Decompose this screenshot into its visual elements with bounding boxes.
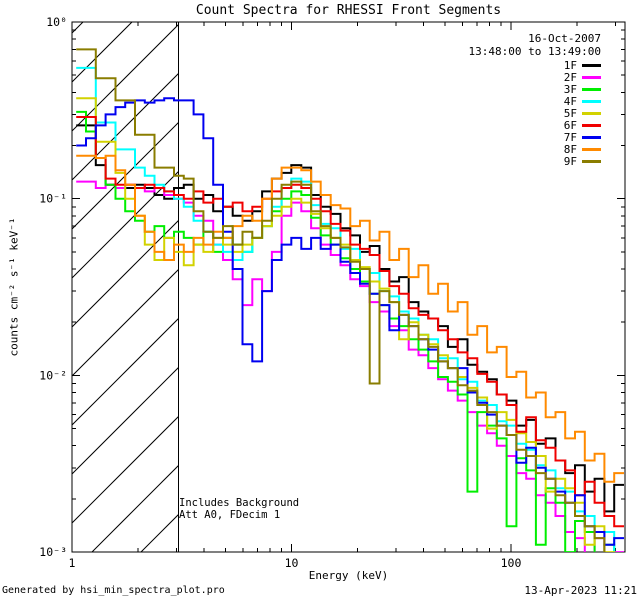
x-axis-label: Energy (keV) bbox=[308, 569, 389, 582]
series-line-5F bbox=[76, 97, 616, 552]
data-series-group bbox=[76, 48, 624, 552]
y-tick-label: 10⁰ bbox=[46, 15, 67, 29]
series-line-4F bbox=[76, 66, 616, 552]
series-line-6F bbox=[76, 116, 624, 528]
legend-color-swatch bbox=[582, 135, 601, 139]
legend-entry-8F: 8F bbox=[563, 142, 601, 156]
tick-labels: 1 10 100 10⁰ 10⁻¹ 10⁻² 10⁻³ bbox=[39, 15, 521, 570]
legend-color-swatch bbox=[582, 147, 601, 151]
legend-color-swatch bbox=[582, 111, 601, 115]
legend-label: 4F bbox=[563, 94, 577, 108]
legend-entry-5F: 5F bbox=[563, 106, 601, 120]
legend-entry-7F: 7F bbox=[563, 130, 601, 144]
series-line-8F bbox=[76, 154, 624, 483]
series-line-7F bbox=[76, 97, 624, 546]
annotation-attenuator-state: Att A0, FDecim 1 bbox=[179, 509, 281, 521]
legend-label: 3F bbox=[563, 82, 577, 96]
series-line-1F bbox=[76, 124, 624, 513]
axis-ticks bbox=[71, 21, 625, 553]
generator-credit: Generated by hsi_min_spectra_plot.pro bbox=[2, 585, 225, 596]
legend-time-range: 13:48:00 to 13:49:00 bbox=[468, 45, 601, 58]
legend-color-swatch bbox=[582, 159, 601, 163]
y-tick-label: 10⁻² bbox=[39, 368, 67, 382]
y-tick-label: 10⁻³ bbox=[39, 545, 67, 559]
legend-color-swatch bbox=[582, 123, 601, 127]
y-axis-label: counts cm⁻² s⁻¹ keV⁻¹ bbox=[7, 217, 21, 357]
plot-frame bbox=[71, 21, 626, 553]
legend-label: 5F bbox=[563, 106, 577, 120]
x-tick-label: 100 bbox=[501, 556, 522, 570]
legend: 1F 2F 3F 4F 5F 6F 7F 8F 9F bbox=[563, 58, 601, 168]
legend-entry-3F: 3F bbox=[563, 82, 601, 96]
legend-entry-9F: 9F bbox=[563, 154, 601, 168]
legend-label: 6F bbox=[563, 118, 577, 132]
series-line-9F bbox=[76, 48, 606, 552]
legend-label: 9F bbox=[563, 154, 577, 168]
legend-color-swatch bbox=[582, 75, 601, 79]
legend-color-swatch bbox=[582, 87, 601, 91]
legend-entry-6F: 6F bbox=[563, 118, 601, 132]
legend-label: 1F bbox=[563, 58, 577, 72]
legend-entry-1F: 1F bbox=[563, 58, 601, 72]
legend-label: 2F bbox=[563, 70, 577, 84]
legend-label: 8F bbox=[563, 142, 577, 156]
x-tick-label: 1 bbox=[69, 556, 76, 570]
legend-entry-4F: 4F bbox=[563, 94, 601, 108]
legend-color-swatch bbox=[582, 63, 601, 67]
x-tick-label: 10 bbox=[285, 556, 299, 570]
render-timestamp: 13-Apr-2023 11:21 bbox=[524, 584, 637, 597]
annotation-includes-background: Includes Background bbox=[179, 497, 300, 509]
legend-color-swatch bbox=[582, 99, 601, 103]
legend-date: 16-Oct-2007 bbox=[528, 32, 601, 45]
page-title: Count Spectra for RHESSI Front Segments bbox=[195, 3, 502, 18]
legend-label: 7F bbox=[563, 130, 577, 144]
legend-entry-2F: 2F bbox=[563, 70, 601, 84]
y-tick-label: 10⁻¹ bbox=[39, 192, 67, 206]
